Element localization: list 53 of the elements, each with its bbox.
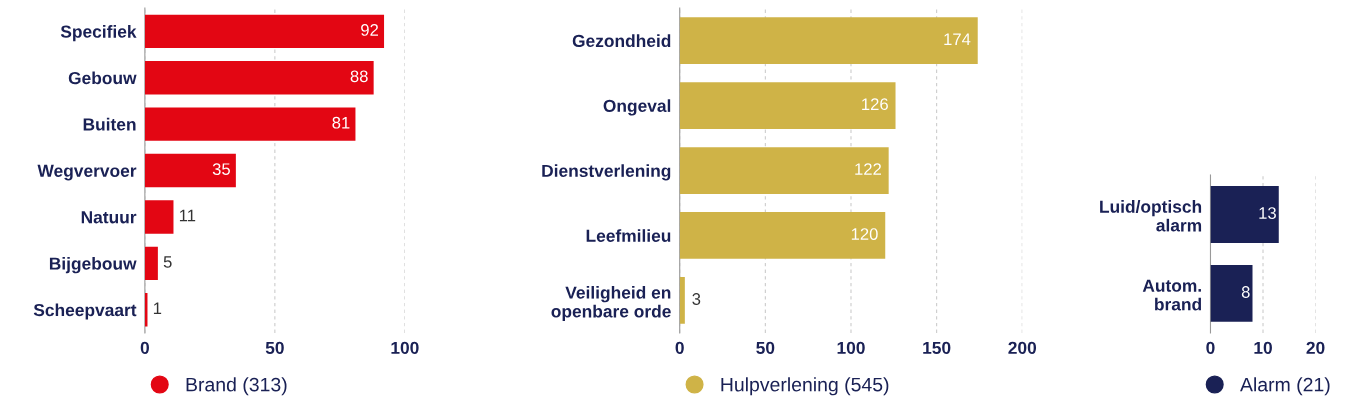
data-label: 35 <box>212 163 230 176</box>
x-tick-label: 200 <box>1008 341 1037 355</box>
x-tick-label: 50 <box>756 341 775 355</box>
y-tick-label: Scheepvaart <box>33 303 137 320</box>
data-label: 5 <box>163 256 172 268</box>
bar <box>144 153 236 188</box>
y-tick-label: Gebouw <box>68 71 137 85</box>
x-tick-label: 0 <box>140 341 149 355</box>
data-label: 174 <box>944 33 971 45</box>
y-tick-label: Gezondheid <box>572 34 671 48</box>
y-tick-label: Bijgebouw <box>49 257 137 274</box>
x-tick-label: 0 <box>1206 341 1215 355</box>
data-label: 11 <box>179 209 196 222</box>
x-tick-label: 10 <box>1254 341 1272 355</box>
y-tick-label: Natuur <box>81 211 137 224</box>
y-tick-label: Autom. brand <box>1142 279 1201 311</box>
data-label: 8 <box>1241 286 1250 298</box>
x-tick-label: 100 <box>391 341 419 355</box>
legend-label: Hulpverlening (545) <box>721 377 889 396</box>
bar <box>144 246 158 281</box>
x-tick-label: 0 <box>675 341 684 355</box>
bar <box>679 82 896 129</box>
legend-label: Alarm (21) <box>1240 377 1330 396</box>
y-tick-label: Dienstverlening <box>542 164 671 181</box>
bar <box>144 200 174 234</box>
bar <box>144 107 356 141</box>
data-label: 3 <box>692 293 701 305</box>
x-tick-label: 100 <box>837 341 865 355</box>
y-tick-label: Buiten <box>83 117 136 131</box>
y-tick-label: Ongeval <box>603 99 671 116</box>
x-tick-label: 150 <box>923 341 951 355</box>
y-tick-label: Leefmilieu <box>586 229 671 242</box>
bar <box>679 212 886 259</box>
data-label: 122 <box>855 163 881 175</box>
legend-label: Brand (313) <box>186 377 287 396</box>
data-label: 92 <box>361 24 379 36</box>
y-tick-label: Specifiek <box>60 25 137 42</box>
bar <box>679 277 685 324</box>
data-label: 120 <box>851 228 878 240</box>
y-tick-label: Luid/optisch alarm <box>1100 200 1202 232</box>
data-label: 13 <box>1259 207 1276 219</box>
y-tick-label: Wegvervoer <box>37 164 137 181</box>
data-label: 126 <box>862 98 888 111</box>
bar <box>144 61 374 95</box>
bar <box>144 14 385 49</box>
x-tick-label: 50 <box>265 341 284 355</box>
data-label: 1 <box>153 302 162 315</box>
bar <box>679 147 889 194</box>
data-label: 88 <box>350 70 368 83</box>
y-tick-label: Veiligheid en openbare orde <box>551 286 671 321</box>
bar <box>679 17 978 64</box>
data-label: 81 <box>332 116 350 129</box>
x-tick-label: 20 <box>1306 341 1325 355</box>
